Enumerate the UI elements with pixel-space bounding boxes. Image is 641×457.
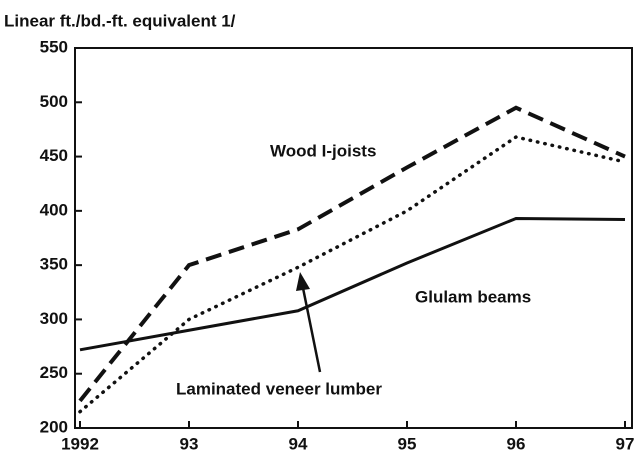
series-line	[78, 105, 626, 403]
y-tick-label: 450	[40, 146, 68, 165]
x-tick-label: 94	[289, 434, 308, 453]
y-axis-label: Linear ft./bd.-ft. equivalent 1/	[4, 11, 236, 30]
y-tick-label: 200	[40, 417, 68, 436]
annotation-arrow	[296, 272, 322, 373]
y-tick-label: 400	[40, 200, 68, 219]
series-label: Wood I-joists	[270, 141, 376, 160]
x-tick-label: 97	[616, 434, 635, 453]
y-tick-label: 500	[40, 92, 68, 111]
y-tick-label: 350	[40, 255, 68, 274]
y-tick-label: 550	[40, 37, 68, 56]
plot-frame	[74, 47, 633, 429]
series-line	[78, 135, 627, 414]
series-line	[79, 216, 626, 352]
y-tick-label: 250	[40, 363, 68, 382]
y-tick-label: 300	[40, 309, 68, 328]
x-tick-label: 1992	[61, 434, 99, 453]
x-tick-label: 95	[398, 434, 417, 453]
x-tick-label: 96	[507, 434, 526, 453]
series-label: Laminated veneer lumber	[176, 379, 382, 398]
series-label: Glulam beams	[415, 287, 531, 306]
x-tick-label: 93	[180, 434, 199, 453]
